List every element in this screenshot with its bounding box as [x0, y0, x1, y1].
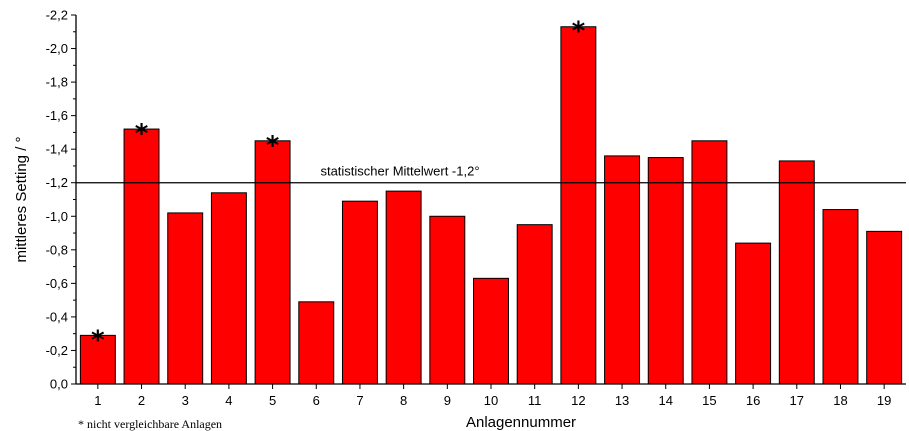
x-tick-label: 15 [702, 393, 716, 408]
bar-12 [560, 26, 597, 385]
y-tick-label: -2,0 [46, 41, 68, 56]
y-tick-label: -0,6 [46, 276, 68, 291]
x-tick-label: 1 [94, 393, 101, 408]
bar-13 [604, 155, 641, 385]
marker-12: * [572, 17, 586, 47]
x-tick-label: 14 [659, 393, 673, 408]
y-tick-label: -0,4 [46, 309, 68, 324]
y-tick-label: -1,4 [46, 142, 68, 157]
bar-16 [735, 242, 772, 385]
bar-1 [79, 334, 116, 385]
y-tick-label: -2,2 [46, 8, 68, 23]
x-tick-label: 13 [615, 393, 629, 408]
y-tick-label: -0,2 [46, 343, 68, 358]
mean-reference-label: statistischer Mittelwert -1,2° [320, 164, 479, 179]
x-axis-ticks: 1 2 3 4 5 6 7 8 9 10 11 12 13 14 15 16 17 18 19 [94, 384, 891, 408]
x-tick-label: 10 [484, 393, 498, 408]
bar-3 [167, 212, 204, 385]
x-tick-label: 2 [138, 393, 145, 408]
footnote: * nicht vergleichbare Anlagen [78, 417, 222, 431]
bar-4 [210, 192, 247, 385]
bar-5 [254, 140, 291, 385]
x-tick-label: 5 [269, 393, 276, 408]
x-tick-label: 6 [313, 393, 320, 408]
bars-group [79, 26, 903, 385]
x-tick-label: 12 [571, 393, 585, 408]
marker-2: * [135, 119, 149, 149]
bar-6 [298, 301, 335, 385]
x-tick-label: 16 [746, 393, 760, 408]
bar-15 [691, 140, 728, 385]
x-tick-label: 8 [400, 393, 407, 408]
bar-8 [385, 190, 422, 385]
x-tick-label: 19 [877, 393, 891, 408]
y-axis-ticks: 0,0 -0,2 -0,4 -0,6 -0,8 -1,0 -1,2 -1,4 -1,6 -1,8 -… [46, 8, 76, 392]
bar-18 [822, 209, 859, 385]
y-axis-title: mittleres Setting / ° [13, 136, 30, 262]
x-tick-label: 3 [182, 393, 189, 408]
y-tick-label: -1,2 [46, 175, 68, 190]
y-tick-label: -0,8 [46, 242, 68, 257]
y-tick-label: -1,0 [46, 209, 68, 224]
x-tick-label: 4 [225, 393, 232, 408]
x-tick-label: 11 [528, 393, 542, 408]
y-tick-label: -1,6 [46, 108, 68, 123]
bar-17 [778, 160, 815, 385]
bar-14 [647, 157, 684, 385]
x-tick-label: 17 [790, 393, 804, 408]
x-axis-title: Anlagennummer [466, 414, 576, 431]
bar-2 [123, 128, 160, 385]
y-tick-label: -1,8 [46, 75, 68, 90]
bar-9 [429, 215, 466, 385]
marker-1: * [91, 325, 105, 355]
bar-7 [341, 200, 378, 385]
bar-10 [473, 277, 509, 385]
marker-5: * [266, 131, 280, 161]
x-tick-label: 18 [833, 393, 847, 408]
bar-11 [516, 224, 553, 385]
x-tick-label: 9 [444, 393, 451, 408]
bar-19 [866, 230, 903, 385]
x-tick-label: 7 [356, 393, 363, 408]
markers-group: * * * * [91, 17, 586, 356]
y-tick-label: 0,0 [50, 377, 68, 392]
